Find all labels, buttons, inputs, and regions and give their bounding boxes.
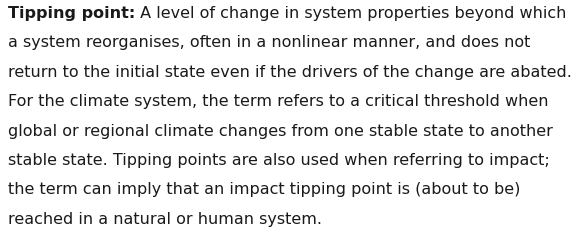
Text: stable state. Tipping points are also used when referring to impact;: stable state. Tipping points are also us…: [8, 153, 549, 168]
Text: global or regional climate changes from one stable state to another: global or regional climate changes from …: [8, 124, 552, 139]
Text: return to the initial state even if the drivers of the change are abated.: return to the initial state even if the …: [8, 65, 572, 80]
Text: Tipping point:: Tipping point:: [8, 6, 135, 21]
Text: reached in a natural or human system.: reached in a natural or human system.: [8, 212, 322, 227]
Text: A level of change in system properties beyond which: A level of change in system properties b…: [135, 6, 566, 21]
Text: the term can imply that an impact tipping point is (about to be): the term can imply that an impact tippin…: [8, 183, 520, 198]
Text: For the climate system, the term refers to a critical threshold when: For the climate system, the term refers …: [8, 94, 548, 109]
Text: a system reorganises, often in a nonlinear manner, and does not: a system reorganises, often in a nonline…: [8, 35, 530, 50]
